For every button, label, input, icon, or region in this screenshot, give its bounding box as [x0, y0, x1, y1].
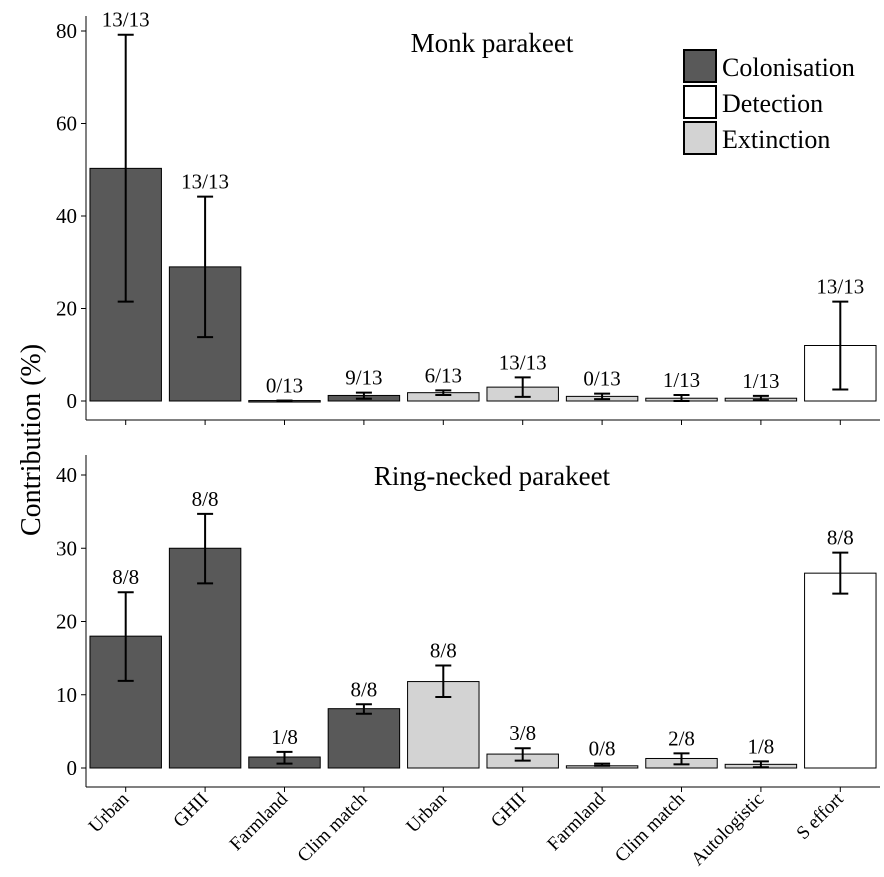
y-tick-label: 80	[56, 19, 77, 43]
x-tick-label: Clim match	[294, 788, 372, 866]
x-tick-label: Farmland	[226, 788, 293, 855]
y-tick-label: 10	[56, 683, 77, 707]
x-tick-label: Urban	[85, 788, 134, 837]
y-tick-label: 0	[67, 389, 78, 413]
data-label: 1/13	[742, 369, 779, 393]
x-axis: Urban GHII Farmland Clim match Urban GHII Farm…	[85, 788, 849, 870]
legend-swatch	[683, 121, 717, 155]
panel-title: Ring-necked parakeet	[374, 461, 611, 491]
data-label: 1/13	[663, 368, 700, 392]
bar	[804, 572, 877, 769]
x-tick-label: GHII	[169, 789, 212, 832]
y-tick-label: 20	[56, 297, 77, 321]
y-tick-label: 20	[56, 610, 77, 634]
data-label: 8/8	[430, 638, 457, 662]
y-tick-label: 30	[56, 536, 77, 560]
data-label: 8/8	[192, 487, 219, 511]
legend-label: Colonisation	[722, 53, 855, 82]
data-label: 8/8	[827, 526, 854, 550]
legend: Colonisation Detection Extinction	[683, 49, 855, 155]
bar	[327, 708, 401, 769]
data-label: 13/13	[181, 170, 229, 194]
data-label: 0/8	[589, 737, 616, 761]
bar	[168, 547, 242, 769]
data-label: 2/8	[668, 726, 695, 750]
y-tick-label: 40	[56, 204, 77, 228]
x-tick-label: Farmland	[543, 788, 610, 855]
data-label: 13/13	[816, 275, 864, 299]
data-label: 13/13	[499, 350, 547, 374]
data-label: 0/13	[266, 374, 303, 398]
data-label: 1/8	[747, 734, 774, 758]
x-tick-label: Autologistic	[687, 789, 768, 870]
panel-ring-necked-parakeet: 0 10 20 30 40 Ring-necked parakeet 8/8 8/8 1/8 8/…	[56, 455, 880, 792]
data-label: 0/13	[583, 367, 620, 391]
data-label: 9/13	[345, 366, 382, 390]
panel-monk-parakeet: 0 20 40 60 80 Monk parakeet 13/13 13/13 0/13 9/13…	[56, 8, 880, 425]
data-label: 3/8	[509, 721, 536, 745]
y-tick-label: 0	[67, 756, 78, 780]
data-label: 13/13	[102, 8, 150, 32]
data-label: 8/8	[350, 677, 377, 701]
y-tick-label: 40	[56, 463, 77, 487]
data-label: 6/13	[425, 363, 462, 387]
data-label: 8/8	[112, 565, 139, 589]
legend-swatch	[683, 85, 717, 119]
x-tick-label: Urban	[402, 788, 451, 837]
legend-label: Detection	[722, 89, 823, 118]
data-label: 1/8	[271, 725, 298, 749]
legend-label: Extinction	[722, 125, 830, 154]
panel-title: Monk parakeet	[411, 28, 574, 58]
legend-swatch	[683, 49, 717, 83]
y-tick-label: 60	[56, 112, 77, 136]
x-tick-label: GHII	[487, 789, 530, 832]
x-tick-label: Clim match	[611, 788, 689, 866]
x-tick-label: S effort	[793, 788, 849, 844]
